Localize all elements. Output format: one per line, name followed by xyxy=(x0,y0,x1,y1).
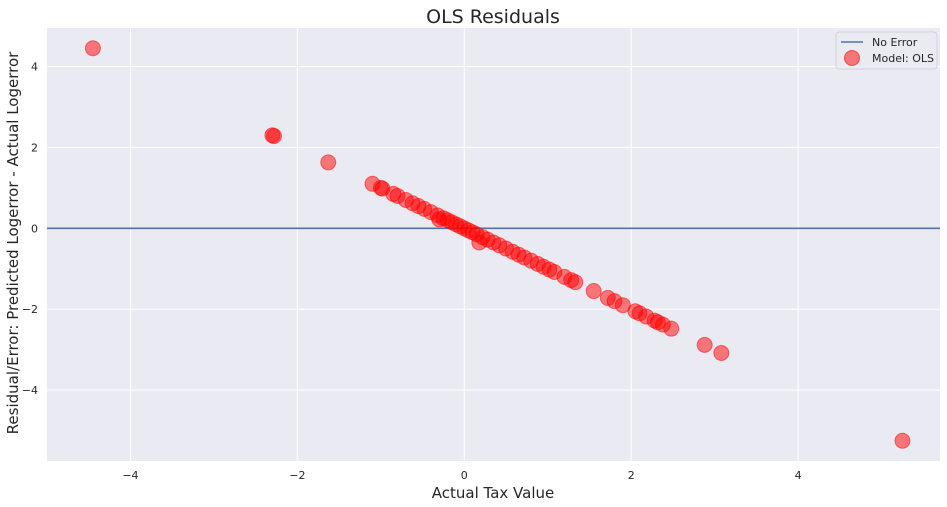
scatter-point xyxy=(266,128,283,145)
scatter-point xyxy=(567,274,584,291)
x-tick-labels: −4 −2 0 2 4 xyxy=(122,469,801,482)
y-tick-label: 0 xyxy=(31,222,38,235)
chart-title: OLS Residuals xyxy=(426,6,560,28)
scatter-point xyxy=(713,344,730,361)
x-tick-label: −2 xyxy=(289,469,305,482)
scatter-point xyxy=(696,336,713,353)
legend-label-no-error: No Error xyxy=(872,36,918,49)
scatter-point xyxy=(320,154,337,171)
scatter-point xyxy=(663,320,680,337)
x-tick-label: −4 xyxy=(122,469,138,482)
legend: No Error Model: OLS xyxy=(835,31,938,70)
x-tick-label: 4 xyxy=(795,469,802,482)
y-tick-labels: −4 −2 0 2 4 xyxy=(22,60,38,397)
x-tick-label: 2 xyxy=(628,469,635,482)
y-tick-label: 4 xyxy=(31,60,38,73)
y-tick-label: −2 xyxy=(22,303,38,316)
x-tick-label: 0 xyxy=(461,469,468,482)
scatter-points xyxy=(84,40,911,449)
y-tick-label: −4 xyxy=(22,384,38,397)
legend-point-swatch xyxy=(844,50,860,66)
y-axis-label: Residual/Error: Predicted Logerror - Act… xyxy=(4,51,22,434)
x-axis-label: Actual Tax Value xyxy=(432,484,554,502)
scatter-point xyxy=(894,432,911,449)
y-tick-label: 2 xyxy=(31,141,38,154)
scatter-point xyxy=(585,283,602,300)
scatter-point xyxy=(84,40,101,57)
legend-label-model-ols: Model: OLS xyxy=(872,52,934,65)
